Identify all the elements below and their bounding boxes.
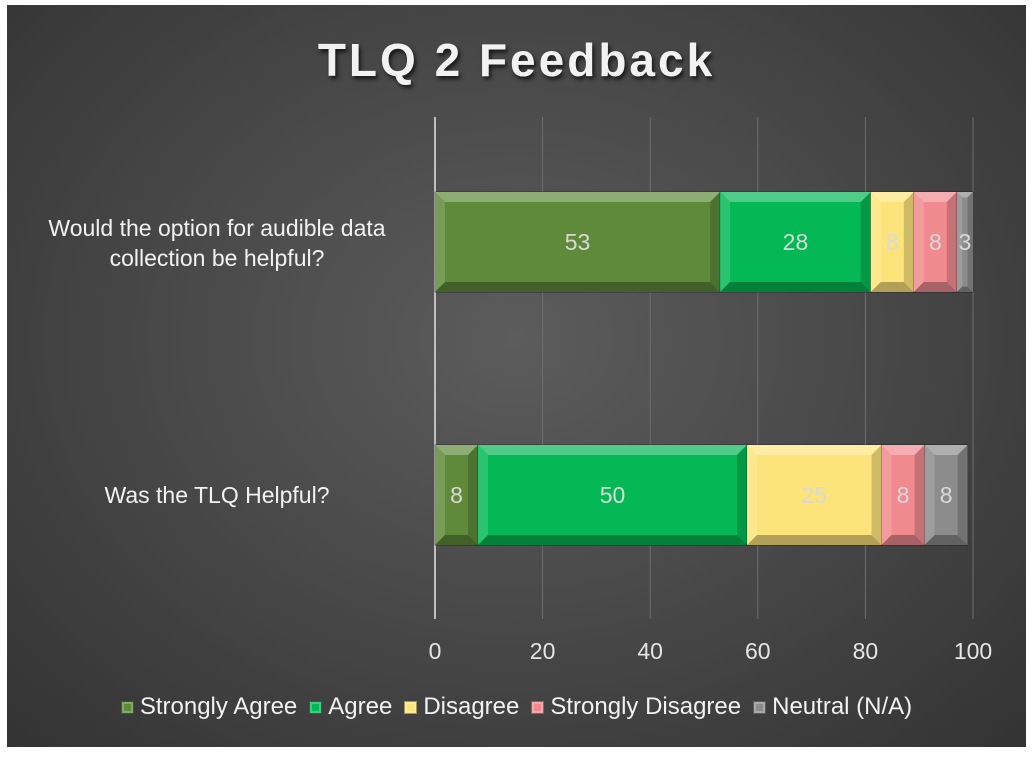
bar-bevel-left <box>435 192 445 292</box>
data-label: 8 <box>940 482 953 508</box>
bar-bevel-right <box>903 192 914 292</box>
x-tick-label: 20 <box>530 638 556 664</box>
bar-segment <box>881 444 926 546</box>
bar-bevel-bottom <box>881 535 925 545</box>
legend-item: Strongly Disagree <box>531 693 741 721</box>
bar-bevel-left <box>881 445 892 545</box>
bar-bevel-top <box>747 445 882 455</box>
chart-frame: TLQ 2 Feedback 0 20 40 60 80 100 Would the opt… <box>7 5 1026 747</box>
bar-bevel-top <box>720 192 871 202</box>
bar-bevel-left <box>747 445 758 545</box>
legend-item: Strongly Agree <box>120 693 298 721</box>
bar-segment <box>913 191 958 293</box>
bar-bevel-top <box>435 192 721 202</box>
bar-bevel-bottom <box>913 282 957 292</box>
legend-label: Agree <box>328 693 393 720</box>
bar-segment <box>434 444 479 546</box>
bar <box>746 444 883 546</box>
bar-segment <box>746 444 883 546</box>
legend-swatch <box>753 700 767 714</box>
data-label: 8 <box>450 482 463 508</box>
x-tick-label: 40 <box>637 638 663 664</box>
bar-bevel-left <box>870 192 881 292</box>
bar-bevel-top <box>956 192 973 198</box>
bars <box>434 191 974 546</box>
bar-bevel-bottom <box>435 282 721 292</box>
bar <box>719 191 872 293</box>
bar-bevel-right <box>710 192 721 292</box>
category-label: Was the TLQ Helpful? <box>105 482 330 508</box>
category-label: Would the option for audible data collect… <box>48 215 385 271</box>
legend-label: Disagree <box>423 693 520 720</box>
labels: 0 20 40 60 80 100 Would the option for audible… <box>48 215 992 664</box>
bar-bevel-top <box>870 192 914 202</box>
x-tick-label: 60 <box>745 638 771 664</box>
bar-bevel-bottom <box>720 282 871 292</box>
data-label: 28 <box>783 229 809 255</box>
bar <box>477 444 748 546</box>
bar-bevel-top <box>478 445 748 455</box>
bar-bevel-top <box>435 445 479 455</box>
bar-bevel-right <box>860 192 871 292</box>
data-label: 25 <box>801 482 827 508</box>
bar-bevel-right <box>737 445 748 545</box>
bar-chart-plot: 0 20 40 60 80 100 Would the option for audible… <box>48 117 992 664</box>
legend-label: Neutral (N/A) <box>772 693 913 720</box>
bar-bevel-bottom <box>870 282 914 292</box>
x-tick-label: 0 <box>429 638 442 664</box>
bar-bevel-left <box>720 192 731 292</box>
bar-bevel-right <box>946 192 957 292</box>
bar-segment <box>924 444 969 546</box>
bar-segment <box>956 191 974 293</box>
data-label: 8 <box>897 482 910 508</box>
legend: Strongly Agree Agree Disagree Strongly Disa… <box>7 693 1026 721</box>
legend-swatch <box>404 700 418 714</box>
data-label: 53 <box>565 229 591 255</box>
bar-segment <box>719 191 872 293</box>
data-label: 3 <box>959 229 972 255</box>
bar-bevel-top <box>924 445 968 455</box>
legend-item: Disagree <box>404 693 519 721</box>
bar-bevel-right <box>957 445 968 545</box>
legend-item: Agree <box>309 693 392 721</box>
data-label: 50 <box>600 482 626 508</box>
chart-title: TLQ 2 Feedback <box>317 34 716 86</box>
bar-bevel-top <box>913 192 957 202</box>
bar-bevel-left <box>913 192 924 292</box>
legend-label: Strongly Disagree <box>550 693 742 720</box>
bar-bevel-bottom <box>747 535 882 545</box>
bar-bevel-left <box>435 445 445 545</box>
x-tick-label: 100 <box>954 638 992 664</box>
legend-item: Neutral (N/A) <box>753 693 912 721</box>
data-label: 8 <box>886 229 899 255</box>
data-label: 8 <box>929 229 942 255</box>
bar-bevel-bottom <box>956 286 973 292</box>
bar-bevel-right <box>967 192 973 292</box>
legend-swatch <box>309 700 323 714</box>
bar-bevel-bottom <box>435 535 479 545</box>
bar-bevel-left <box>956 192 963 292</box>
bar-bevel-left <box>924 445 935 545</box>
bar-bevel-right <box>871 445 882 545</box>
legend-swatch <box>531 700 545 714</box>
bar-bevel-bottom <box>478 535 748 545</box>
bar-bevel-top <box>881 445 925 455</box>
legend-swatch <box>120 700 134 714</box>
bar-bevel-left <box>478 445 489 545</box>
bar-bevel-right <box>914 445 925 545</box>
bar-bevel-bottom <box>924 535 968 545</box>
legend-label: Strongly Agree <box>139 693 298 720</box>
x-tick-label: 80 <box>853 638 879 664</box>
bar-segment <box>870 191 915 293</box>
bar-segment <box>477 444 748 546</box>
bar-bevel-right <box>468 445 479 545</box>
